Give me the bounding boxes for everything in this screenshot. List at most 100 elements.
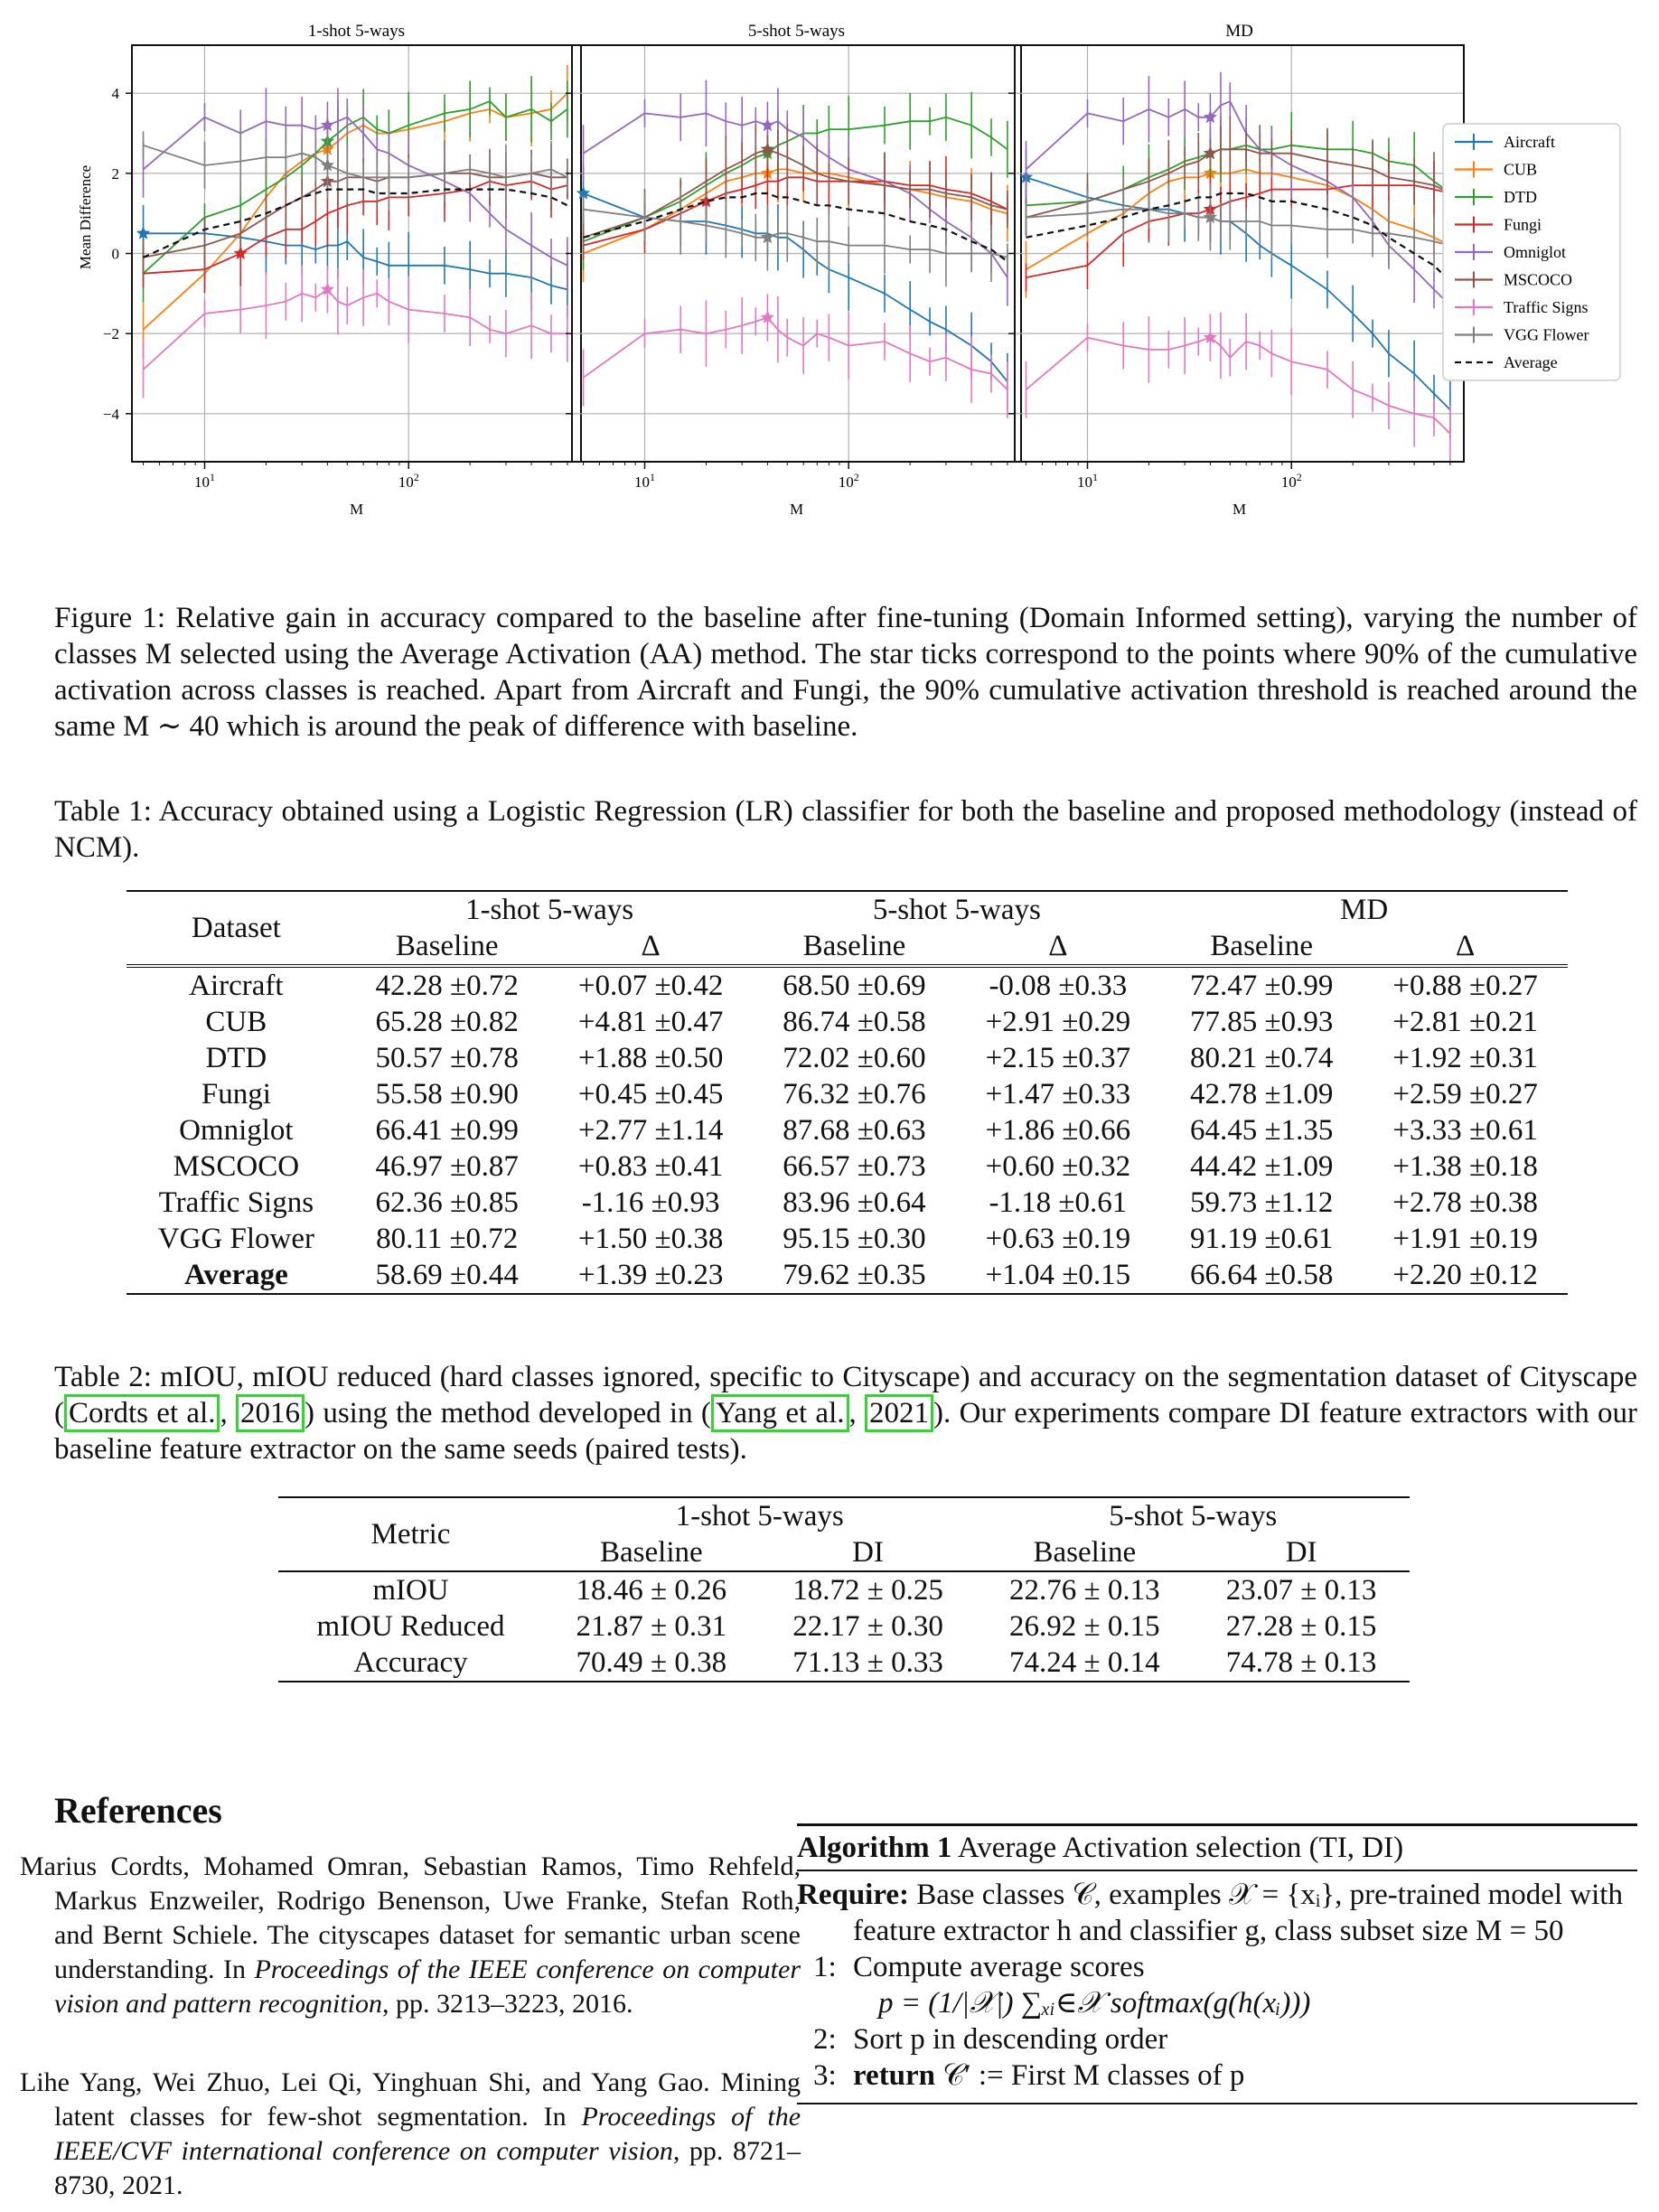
table-cell: 87.68 ±0.63 bbox=[783, 1114, 926, 1147]
chart-panel: 101 102 5-shot 5-ways M bbox=[566, 22, 1022, 518]
citation-link-cordts[interactable]: Cordts et al. bbox=[64, 1394, 220, 1432]
series-line bbox=[583, 116, 1008, 243]
series-line bbox=[142, 288, 567, 370]
table-row: Average 58.69 ±0.44 +1.39 ±0.23 79.62 ±0.35… bbox=[127, 1257, 1568, 1294]
table-cell: +1.47 ±0.33 bbox=[985, 1078, 1131, 1111]
table-cell: +1.86 ±0.66 bbox=[985, 1114, 1131, 1147]
citation-link-yang[interactable]: Yang et al. bbox=[710, 1394, 849, 1432]
reference-item: Lihe Yang, Wei Zhuo, Lei Qi, Yinghuan Sh… bbox=[20, 2066, 801, 2203]
table-1-caption: Table 1: Accuracy obtained using a Logis… bbox=[54, 795, 1637, 864]
table-cell: +0.45 ±0.45 bbox=[577, 1078, 724, 1111]
star-marker bbox=[320, 282, 334, 295]
table-cell: 80.11 ±0.72 bbox=[376, 1223, 519, 1255]
table-cell: +1.88 ±0.50 bbox=[577, 1042, 724, 1074]
series-line bbox=[1026, 192, 1451, 283]
table-cell: 76.32 ±0.76 bbox=[783, 1078, 926, 1111]
reference-text: , pp. 3213–3223, 2016. bbox=[382, 1989, 633, 2019]
table-2-caption-text: Table 2: mIOU, mIOU reduced (hard classe… bbox=[54, 1361, 1637, 1429]
table-cell: 26.92 ± 0.15 bbox=[1009, 1610, 1160, 1643]
table-cell: 91.19 ±0.61 bbox=[1190, 1223, 1334, 1255]
require-text: Base classes 𝒞, examples 𝒳 = {xᵢ}, pre-t… bbox=[853, 1879, 1623, 1947]
table-row: VGG Flower 80.11 ±0.72 +1.50 ±0.38 95.15 ±0… bbox=[127, 1221, 1568, 1257]
table-cell: 77.85 ±0.93 bbox=[1190, 1006, 1334, 1038]
table-cell: 46.97 ±0.87 bbox=[375, 1150, 519, 1183]
table-row: Accuracy 70.49 ± 0.38 71.13 ± 0.33 74.24 ± … bbox=[278, 1645, 1410, 1682]
table-2-group-header: 5-shot 5-ways bbox=[1109, 1500, 1278, 1532]
chart-title: 5-shot 5-ways bbox=[748, 22, 845, 41]
x-tick-label: 102 bbox=[1281, 471, 1302, 491]
table-1-subheader: Baseline bbox=[802, 930, 906, 962]
algorithm-1: Algorithm 1 Average Activation selection… bbox=[797, 1823, 1637, 2104]
chart-panel: 101 102 −4 −2 0 2 4 1-shot 5-ways M Mean Differen… bbox=[77, 22, 582, 518]
table-2: Metric 1-shot 5-ways 5-shot 5-ways Basel… bbox=[278, 1496, 1410, 1682]
x-axis-label: M bbox=[350, 501, 363, 518]
reference-text: Lihe Yang, Wei Zhuo, Lei Qi, Yinghuan Sh… bbox=[20, 2067, 801, 2132]
return-keyword: return bbox=[853, 2059, 936, 2092]
table-cell: 66.57 ±0.73 bbox=[783, 1150, 926, 1183]
row-label: VGG Flower bbox=[157, 1223, 314, 1255]
table-1-subheader: Δ bbox=[1048, 930, 1068, 962]
table-cell: 68.50 ±0.69 bbox=[783, 970, 926, 1002]
table-cell: 80.21 ±0.74 bbox=[1190, 1042, 1334, 1074]
reference-venue: Proceedings of the IEEE/CVF internationa… bbox=[54, 2102, 801, 2166]
step-number: 2: bbox=[813, 2023, 837, 2056]
references-title: References bbox=[54, 1790, 222, 1831]
table-row: mIOU Reduced 21.87 ± 0.31 22.17 ± 0.30 26.9… bbox=[278, 1608, 1410, 1645]
table-cell: +0.88 ±0.27 bbox=[1392, 970, 1538, 1002]
table-2-caption-text: ). Our experiments compare DI feature ex… bbox=[54, 1397, 1637, 1466]
star-marker bbox=[1203, 109, 1217, 124]
table-cell: 95.15 ±0.30 bbox=[783, 1223, 926, 1255]
table-1-group-header: 5-shot 5-ways bbox=[872, 894, 1041, 926]
table-cell: 70.49 ± 0.38 bbox=[576, 1646, 727, 1679]
star-marker bbox=[576, 186, 591, 200]
table-cell: 59.73 ±1.12 bbox=[1190, 1186, 1334, 1219]
table-2-subheader: DI bbox=[852, 1536, 884, 1569]
step-text: 𝒞′ := First M classes of p bbox=[942, 2059, 1245, 2092]
table-cell: +1.38 ±0.18 bbox=[1392, 1150, 1538, 1183]
table-2-metric-header: Metric bbox=[370, 1518, 451, 1551]
table-row: Traffic Signs 62.36 ±0.85 -1.16 ±0.93 83.96… bbox=[127, 1185, 1568, 1221]
figure-1-caption: Figure 1: Relative gain in accuracy comp… bbox=[54, 602, 1637, 743]
table-cell: +2.77 ±1.14 bbox=[577, 1114, 724, 1147]
table-row: Fungi 55.58 ±0.90 +0.45 ±0.45 76.32 ±0.76 +1… bbox=[127, 1076, 1568, 1112]
table-2-caption-text: , bbox=[848, 1397, 866, 1429]
star-marker bbox=[136, 226, 151, 239]
table-2-group-header: 1-shot 5-ways bbox=[675, 1500, 844, 1532]
table-cell: 71.13 ± 0.33 bbox=[792, 1646, 943, 1679]
star-marker bbox=[760, 310, 774, 323]
series-line bbox=[583, 148, 1008, 239]
table-cell: 22.17 ± 0.30 bbox=[792, 1610, 943, 1643]
step-text: Sort p in descending order bbox=[853, 2023, 1168, 2056]
legend-label: DTD bbox=[1504, 188, 1537, 206]
legend-label: Omniglot bbox=[1504, 243, 1566, 261]
series-line bbox=[1025, 99, 1451, 306]
figure-1-charts: 101 102 −4 −2 0 2 4 1-shot 5-ways M Mean Differen… bbox=[77, 22, 1621, 518]
chart-title: MD bbox=[1225, 22, 1253, 41]
table-1-group-header: MD bbox=[1340, 894, 1389, 926]
table-cell: +1.39 ±0.23 bbox=[577, 1259, 724, 1291]
step-formula: p = (1/|𝒳|) ∑ₓᵢ∈𝒳 softmax(g(h(xᵢ))) bbox=[878, 1987, 1311, 2020]
row-label: Traffic Signs bbox=[158, 1186, 314, 1219]
algorithm-step: 3: return 𝒞′ := First M classes of p bbox=[797, 2057, 1637, 2094]
series-line bbox=[142, 100, 568, 275]
table-cell: 42.28 ±0.72 bbox=[375, 970, 519, 1002]
reference-text: Marius Cordts, Mohamed Omran, Sebastian … bbox=[20, 1851, 801, 1984]
row-label: mIOU Reduced bbox=[316, 1610, 505, 1643]
table-cell: 44.42 ±1.09 bbox=[1190, 1150, 1334, 1183]
y-tick-label: 0 bbox=[112, 246, 120, 263]
table-row: MSCOCO 46.97 ±0.87 +0.83 ±0.41 66.57 ±0.73 +… bbox=[127, 1148, 1568, 1185]
citation-link-yang-year[interactable]: 2021 bbox=[865, 1394, 934, 1432]
table-2-caption-text: ) using the method developed in ( bbox=[305, 1397, 711, 1429]
table-1-subheader: Δ bbox=[641, 930, 661, 962]
table-cell: +3.33 ±0.61 bbox=[1392, 1114, 1538, 1147]
row-label: CUB bbox=[205, 1006, 267, 1038]
series-line bbox=[143, 232, 568, 291]
algorithm-label: Algorithm 1 bbox=[797, 1832, 952, 1864]
table-cell: 42.78 ±1.09 bbox=[1190, 1078, 1334, 1111]
figure-1: 101 102 −4 −2 0 2 4 1-shot 5-ways M Mean Differen… bbox=[0, 0, 1659, 542]
table-2-subheader: DI bbox=[1285, 1536, 1317, 1569]
table-cell: 72.02 ±0.60 bbox=[783, 1042, 926, 1074]
y-tick-label: −2 bbox=[103, 325, 119, 342]
citation-link-cordts-year[interactable]: 2016 bbox=[236, 1394, 305, 1432]
table-cell: +2.78 ±0.38 bbox=[1392, 1186, 1538, 1219]
